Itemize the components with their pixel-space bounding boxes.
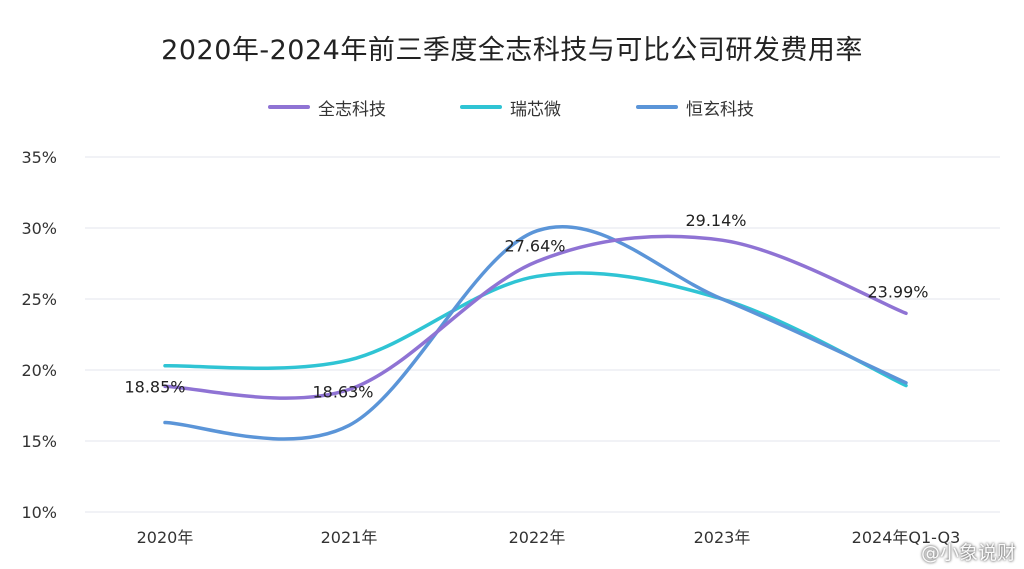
x-axis-tick-labels: 2020年 2021年 2022年 2023年 2024年Q1-Q3 <box>137 528 961 547</box>
x-tick-label: 2021年 <box>321 528 378 547</box>
data-label: 29.14% <box>685 211 746 230</box>
legend-label-series-1: 全志科技 <box>318 100 386 120</box>
watermark-text: @小象说财 <box>920 542 1016 564</box>
series-line-2 <box>163 271 908 388</box>
data-label: 27.64% <box>504 237 565 256</box>
chart-title: 2020年-2024年前三季度全志科技与可比公司研发费用率 <box>161 35 863 66</box>
legend-swatch-series-3 <box>636 105 678 109</box>
legend-label-series-2: 瑞芯微 <box>510 100 561 120</box>
grid-lines <box>85 156 1000 513</box>
series-line-3 <box>163 224 908 441</box>
x-tick-label: 2023年 <box>694 528 751 547</box>
legend-swatch-series-1 <box>268 105 310 109</box>
y-tick-label: 25% <box>21 290 57 309</box>
legend-swatch-series-2 <box>460 105 502 109</box>
chart-legend: 全志科技 瑞芯微 恒玄科技 <box>0 95 1024 120</box>
series-lines <box>163 224 908 441</box>
x-tick-label: 2020年 <box>137 528 194 547</box>
data-label: 18.85% <box>124 377 185 396</box>
y-tick-label: 20% <box>21 361 57 380</box>
data-label: 23.99% <box>867 282 928 301</box>
y-axis-tick-labels: 10% 15% 20% 25% 30% 35% <box>21 148 57 522</box>
x-tick-label: 2024年Q1-Q3 <box>852 528 961 547</box>
data-label: 18.63% <box>312 382 373 401</box>
series-line-1 <box>163 234 908 400</box>
x-tick-label: 2022年 <box>509 528 566 547</box>
legend-label-series-3: 恒玄科技 <box>686 100 754 120</box>
y-tick-label: 35% <box>21 148 57 167</box>
y-tick-label: 30% <box>21 219 57 238</box>
y-tick-label: 15% <box>21 432 57 451</box>
y-tick-label: 10% <box>21 503 57 522</box>
data-labels: 18.85% 18.63% 27.64% 29.14% 23.99% <box>124 211 928 401</box>
